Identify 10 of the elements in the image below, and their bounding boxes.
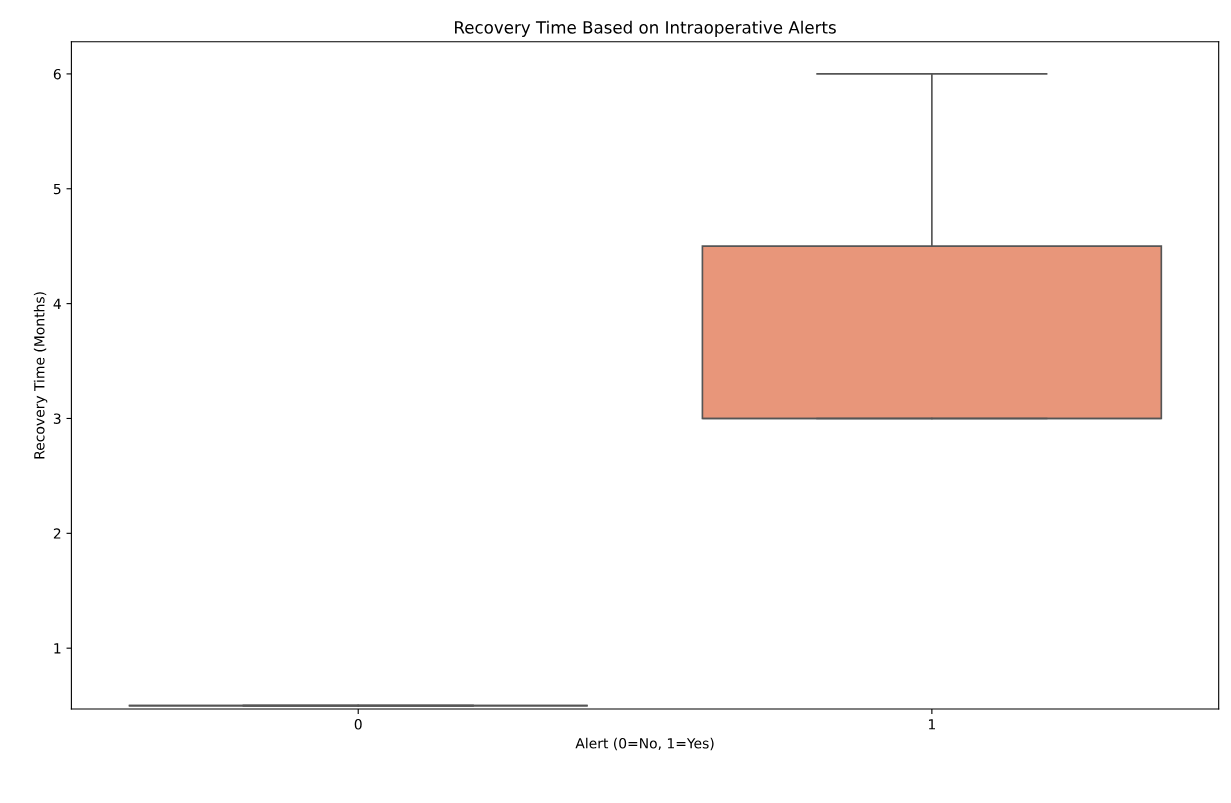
- y-tick-label: 1: [54, 643, 61, 654]
- x-tick-label: 0: [354, 719, 362, 730]
- y-axis-title: Recovery Time (Months): [33, 292, 48, 459]
- y-tick-label: 5: [53, 183, 61, 195]
- chart-title: Recovery Time Based on Intraoperative Alerts: [455, 20, 836, 37]
- y-tick-label: 4: [53, 298, 61, 309]
- y-tick-label: 2: [53, 528, 61, 539]
- y-tick-label: 6: [53, 68, 61, 80]
- y-tick-label: 3: [53, 413, 61, 424]
- x-axis-title: Alert (0=No, 1=Yes): [575, 737, 714, 751]
